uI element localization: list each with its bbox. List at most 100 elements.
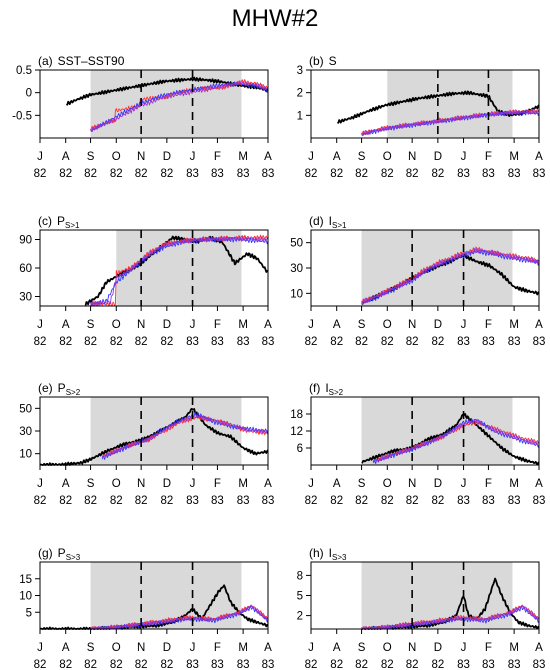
- panel-label-tag: (g): [38, 546, 53, 560]
- x-tick-month: D: [163, 151, 171, 163]
- plot-frame: [310, 69, 540, 139]
- x-tick-year: 82: [160, 495, 173, 507]
- x-tick-month: S: [87, 319, 95, 331]
- x-tick-month: N: [408, 151, 416, 163]
- series-line-4: [101, 415, 269, 458]
- x-tick-month: J: [461, 151, 467, 163]
- panel-label: (d) IS>1: [309, 214, 347, 230]
- x-tick-year: 82: [110, 336, 123, 348]
- x-tick-year: 82: [381, 336, 394, 348]
- x-tick-month: J: [37, 642, 43, 654]
- panel-label-main: S: [329, 54, 337, 68]
- x-tick-year: 82: [330, 336, 343, 348]
- x-tick-month: S: [358, 319, 366, 331]
- panel-label-tag: (c): [38, 214, 52, 228]
- x-tick-month: J: [461, 642, 467, 654]
- x-tick-year: 83: [211, 336, 224, 348]
- x-tick-month: J: [308, 319, 314, 331]
- x-tick-month: J: [308, 151, 314, 163]
- panel-label-tag: (b): [309, 54, 324, 68]
- y-tick-label: 2: [297, 88, 303, 100]
- x-tick-year: 82: [160, 659, 173, 670]
- x-tick-year: 82: [330, 659, 343, 670]
- x-tick-month: A: [535, 319, 543, 331]
- panel-label-sub: S>2: [66, 388, 81, 397]
- x-tick-year: 82: [135, 659, 148, 670]
- y-tick-label: 50: [290, 238, 303, 250]
- series-line-4: [372, 418, 540, 463]
- x-tick-month: D: [163, 478, 171, 490]
- x-tick-month: D: [434, 478, 442, 490]
- series-line-4: [361, 109, 540, 137]
- x-tick-year: 82: [110, 659, 123, 670]
- panel-label-main: P: [58, 381, 66, 395]
- x-tick-month: A: [62, 642, 70, 654]
- x-tick-year: 83: [457, 659, 470, 670]
- x-tick-year: 82: [330, 168, 343, 180]
- panels: -0.500.5J82A82S82O82N82D82J83F83M83A83(a…: [12, 54, 545, 670]
- x-tick-year: 82: [59, 168, 72, 180]
- x-tick-year: 83: [237, 659, 250, 670]
- x-tick-year: 82: [406, 336, 419, 348]
- x-tick-year: 82: [431, 336, 444, 348]
- x-tick-year: 83: [186, 336, 199, 348]
- y-tick-label: 50: [19, 403, 32, 415]
- x-tick-month: A: [264, 151, 272, 163]
- x-tick-month: O: [383, 478, 392, 490]
- x-tick-month: A: [535, 642, 543, 654]
- series-line-4: [90, 605, 269, 630]
- x-tick-year: 83: [457, 495, 470, 507]
- figure-title: MHW#2: [232, 5, 319, 32]
- x-tick-year: 83: [482, 336, 495, 348]
- y-tick-label: 3: [297, 65, 303, 77]
- x-tick-year: 82: [406, 168, 419, 180]
- x-tick-month: A: [333, 151, 341, 163]
- x-tick-month: O: [383, 642, 392, 654]
- x-tick-year: 83: [186, 168, 199, 180]
- x-tick-month: F: [214, 151, 221, 163]
- x-tick-month: S: [358, 642, 366, 654]
- panel-label-tag: (e): [38, 381, 53, 395]
- x-tick-month: A: [333, 319, 341, 331]
- x-tick-month: N: [408, 478, 416, 490]
- x-tick-month: N: [137, 319, 145, 331]
- panel-label: (f) IS>2: [309, 381, 344, 397]
- x-tick-month: O: [112, 319, 121, 331]
- x-tick-year: 82: [381, 168, 394, 180]
- x-tick-month: D: [434, 151, 442, 163]
- panel-label-tag: (h): [309, 546, 324, 560]
- x-tick-year: 82: [84, 495, 97, 507]
- y-tick-label: 1: [297, 110, 303, 122]
- x-tick-year: 82: [431, 495, 444, 507]
- panel-label-rest: SST90: [88, 54, 125, 68]
- y-tick-label: 10: [19, 449, 32, 461]
- x-tick-month: A: [535, 151, 543, 163]
- panel-label-sub: S>1: [332, 221, 347, 230]
- x-tick-year: 83: [262, 495, 275, 507]
- x-tick-month: F: [485, 642, 492, 654]
- panel-label: (h) IS>3: [309, 546, 347, 562]
- x-tick-month: A: [264, 478, 272, 490]
- x-tick-month: O: [112, 151, 121, 163]
- x-tick-month: J: [461, 319, 467, 331]
- panel-label-tag: (d): [309, 214, 324, 228]
- y-tick-label: 10: [19, 591, 32, 603]
- x-tick-month: J: [37, 151, 43, 163]
- panel-label: (a) SST–SST90: [38, 54, 125, 68]
- y-tick-label: 0.5: [16, 65, 32, 77]
- x-tick-month: J: [190, 642, 196, 654]
- x-tick-year: 82: [84, 336, 97, 348]
- x-tick-month: O: [383, 151, 392, 163]
- x-tick-year: 82: [59, 659, 72, 670]
- x-tick-year: 82: [431, 659, 444, 670]
- shaded-period: [361, 562, 513, 629]
- x-tick-year: 82: [110, 168, 123, 180]
- panel-label-main: P: [58, 546, 66, 560]
- x-tick-year: 82: [355, 336, 368, 348]
- x-tick-year: 83: [482, 168, 495, 180]
- panel-label-sub: S>3: [66, 553, 81, 562]
- x-tick-month: F: [214, 319, 221, 331]
- x-tick-year: 82: [305, 336, 318, 348]
- y-tick-label: 5: [297, 591, 303, 603]
- x-tick-year: 82: [381, 495, 394, 507]
